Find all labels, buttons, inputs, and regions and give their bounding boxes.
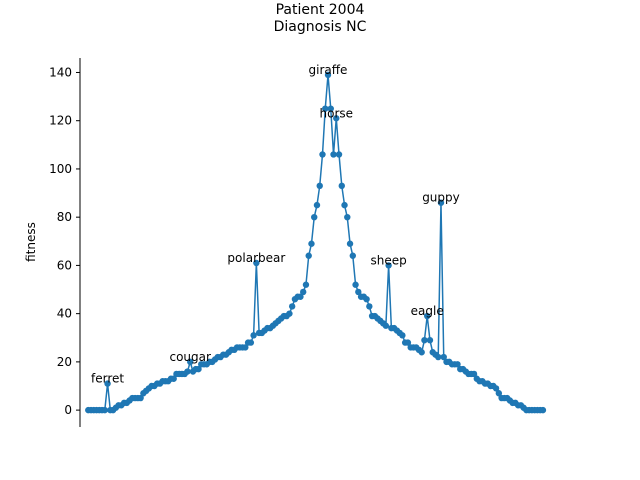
data-point [382,322,390,329]
data-point [344,213,351,221]
annotation-label: giraffe [309,63,348,77]
data-point [195,365,202,373]
data-point [305,252,312,259]
data-point [418,349,425,356]
data-point [313,201,321,209]
data-point [302,281,310,288]
data-point [319,151,326,158]
data-point [242,344,249,351]
data-point [137,394,144,402]
data-point [322,105,329,112]
y-tick-label: 40 [57,307,72,321]
annotation-layer: ferret cougar polarbear giraffe horse sheep ea… [91,63,460,386]
annotation-label: ferret [91,372,124,386]
data-point [184,368,191,375]
data-point [316,182,323,190]
data-point [539,406,547,414]
data-point [333,115,340,122]
data-point [338,182,345,190]
data-point [341,201,348,209]
data-point [346,240,354,247]
data-point [170,375,177,382]
y-tick-label: 20 [57,355,72,369]
y-axis-label: fitness [24,222,38,262]
y-tick-label: 140 [49,65,72,79]
data-point [399,332,406,339]
data-point [308,240,315,247]
data-point [355,288,362,296]
data-point [492,385,500,392]
y-tick-label: 0 [64,403,72,417]
y-tick-label: 80 [57,210,72,224]
data-point [349,252,356,259]
data-point [440,353,447,361]
data-point [297,293,304,300]
data-point [101,406,109,414]
annotation-label: cougar [169,350,211,364]
data-point [435,353,442,361]
chart-title-line-2: Diagnosis NC [274,19,367,35]
annotation-label: horse [320,106,354,120]
data-point [363,295,370,303]
data-point [247,339,255,346]
data-point [352,281,359,288]
data-point [327,105,334,112]
series-layer [85,71,547,414]
data-point [495,390,503,397]
data-point [104,380,111,387]
y-tick-label: 60 [57,258,72,272]
data-point [311,213,318,221]
annotation-label: polarbear [227,251,285,265]
annotation-label: guppy [422,191,460,205]
data-point [300,288,307,296]
chart-title-line-1: Patient 2004 [276,2,365,18]
data-point [421,336,428,344]
series-line [88,74,543,411]
annotation-label: eagle [411,304,444,318]
data-point [454,361,461,368]
data-point [187,358,194,366]
data-point [385,262,392,269]
y-axis-ticks: 0 20 40 60 80 100 120 140 [49,65,80,417]
data-point [250,332,257,339]
data-point [366,303,373,310]
data-point [286,310,293,317]
data-point [426,336,434,344]
data-point [470,370,478,378]
data-point [404,339,412,346]
data-point [330,151,337,158]
data-point [437,199,445,206]
data-point [288,303,296,310]
data-point [324,71,332,79]
y-tick-label: 120 [49,114,72,128]
annotation-label: sheep [370,253,406,267]
data-point [424,312,431,320]
y-tick-label: 100 [49,162,72,176]
data-point [335,151,343,158]
data-point [253,259,260,267]
